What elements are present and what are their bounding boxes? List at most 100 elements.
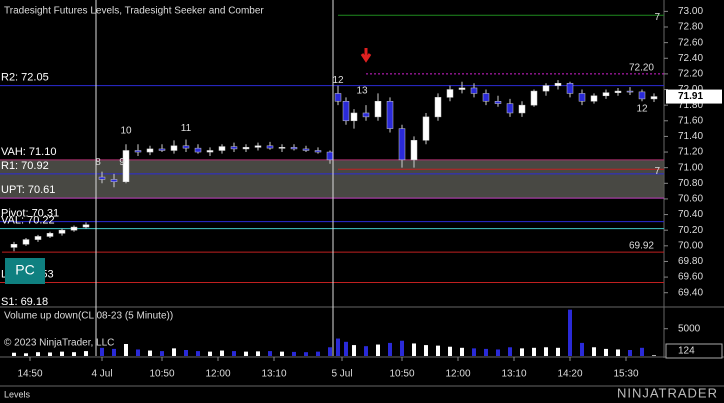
level-label: VAH: 71.10 <box>1 146 56 158</box>
volume-bar <box>220 350 224 356</box>
y-tick-label: 71.00 <box>678 162 703 173</box>
volume-bar <box>616 349 620 356</box>
volume-bar <box>232 351 236 356</box>
volume-bar <box>316 351 320 356</box>
candle-body <box>566 83 574 94</box>
candle-body <box>530 90 538 106</box>
candle-body <box>218 146 226 151</box>
candle-body <box>386 100 394 129</box>
copyright: © 2023 NinjaTrader, LLC <box>4 338 114 349</box>
y-tick-label: 69.80 <box>678 256 703 267</box>
price-panel <box>0 14 664 284</box>
volume-bar <box>508 347 512 356</box>
volume-bar <box>160 351 164 356</box>
volume-bar <box>436 345 440 356</box>
volume-bar <box>328 347 332 356</box>
candle-body <box>494 100 502 104</box>
candle-body <box>362 112 370 118</box>
candle-body <box>206 150 214 153</box>
y-tick-label: 70.20 <box>678 225 703 236</box>
badge: PC <box>15 262 34 278</box>
volume-bar <box>292 351 296 356</box>
x-tick-label: 10:50 <box>389 369 414 380</box>
volume-bar <box>36 352 40 356</box>
y-tick-label: 69.60 <box>678 272 703 283</box>
line-value-label: 69.92 <box>629 241 654 252</box>
candle-body <box>578 93 586 102</box>
volume-bar <box>640 347 644 356</box>
volume-bar <box>60 351 64 356</box>
line-tag: 7 <box>654 12 660 23</box>
candle-body <box>650 96 658 100</box>
x-tick-label: 12:00 <box>205 369 230 380</box>
volume-bar <box>24 353 28 356</box>
volume-bar <box>556 347 560 356</box>
count-annotation: 12 <box>636 104 648 115</box>
candle-body <box>506 103 514 114</box>
candle-body <box>314 150 322 153</box>
volume-bar <box>544 347 548 356</box>
volume-bar <box>580 342 584 356</box>
candle-body <box>194 147 202 153</box>
value-zone <box>0 159 664 199</box>
volume-bar <box>12 352 16 356</box>
candle-body <box>182 145 190 149</box>
logo: NINJATRADER <box>617 385 718 400</box>
volume-bar <box>256 351 260 356</box>
candle-body <box>398 128 406 161</box>
count-annotation: 9 <box>119 157 125 168</box>
volume-bar <box>532 347 536 356</box>
candle-body <box>22 239 30 245</box>
volume-title: Volume up down(CL 08-23 (5 Minute)) <box>4 311 173 322</box>
candle-body <box>254 145 262 148</box>
candle-body <box>458 87 466 90</box>
level-label: R2: 72.05 <box>1 72 49 84</box>
y-tick-label: 70.60 <box>678 194 703 205</box>
volume-bar <box>460 347 464 356</box>
candle-body <box>82 224 90 228</box>
volume-bar <box>336 338 340 356</box>
volume-tick-label: 5000 <box>678 323 701 334</box>
volume-bar <box>280 351 284 356</box>
candle-body <box>342 100 350 122</box>
volume-bar <box>484 348 488 356</box>
count-annotation: 8 <box>95 157 101 168</box>
y-tick-label: 71.40 <box>678 131 703 142</box>
line-tag: 7 <box>654 166 660 177</box>
chart-title: Tradesight Futures Levels, Tradesight Se… <box>4 6 264 17</box>
volume-bar <box>412 343 416 356</box>
candle-body <box>482 93 490 102</box>
volume-bar <box>344 341 348 356</box>
y-tick-label: 73.00 <box>678 6 703 17</box>
y-tick-label: 72.40 <box>678 53 703 64</box>
y-tick-label: 70.00 <box>678 240 703 251</box>
last-price-box <box>666 89 722 104</box>
last-volume: 124 <box>678 346 695 357</box>
tab-label[interactable]: Levels <box>4 389 31 399</box>
x-tick-label: 14:50 <box>17 369 42 380</box>
volume-bar <box>100 347 104 356</box>
last-price: 71.91 <box>678 91 703 102</box>
level-label: R1: 70.92 <box>1 160 49 172</box>
candle-body <box>70 226 78 231</box>
candle-body <box>110 179 118 182</box>
candle-body <box>302 148 310 151</box>
volume-bar <box>604 348 608 356</box>
y-tick-label: 69.40 <box>678 287 703 298</box>
volume-bar <box>496 349 500 356</box>
level-label: Pivot: 70.31 <box>1 208 59 220</box>
plot: 73.0072.8072.6072.4072.2072.0071.8071.60… <box>0 0 723 380</box>
y-tick-label: 71.60 <box>678 115 703 126</box>
y-tick-label: 72.60 <box>678 37 703 48</box>
candle-body <box>146 148 154 153</box>
last-volume-box <box>665 343 723 359</box>
count-annotation: 10 <box>120 126 132 137</box>
candle-body <box>46 233 54 237</box>
candle-body <box>446 89 454 98</box>
candle-body <box>122 150 130 182</box>
volume-bar <box>196 351 200 356</box>
y-tick-label: 71.20 <box>678 147 703 158</box>
x-tick-label: 14:20 <box>557 369 582 380</box>
